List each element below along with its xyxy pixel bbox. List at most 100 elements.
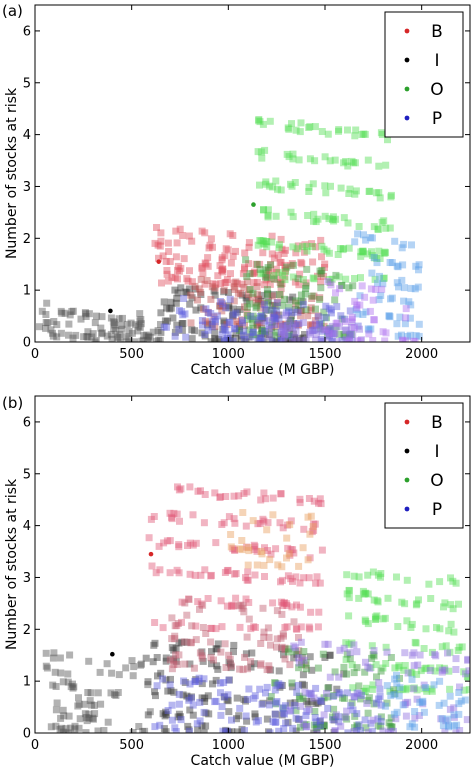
- scatter-point-b: [304, 556, 312, 564]
- scatter-point-b: [250, 546, 258, 553]
- scatter-point-i: [258, 325, 266, 332]
- scatter-point-i: [230, 641, 238, 649]
- scatter-point-p: [345, 337, 353, 342]
- scatter-point-p: [371, 316, 378, 324]
- scatter-point-i: [179, 320, 187, 327]
- scatter-point-b: [158, 279, 165, 287]
- scatter-point-b: [204, 595, 212, 602]
- scatter-point-p: [398, 244, 406, 252]
- scatter-point-o: [310, 217, 317, 225]
- scatter-point-o: [292, 706, 300, 714]
- scatter-point-b: [271, 302, 279, 309]
- scatter-point-i: [137, 316, 145, 323]
- scatter-point-b: [273, 607, 281, 615]
- scatter-point-p: [271, 314, 279, 322]
- scatter-point-o: [458, 643, 466, 651]
- scatter-point-p: [322, 326, 330, 334]
- scatter-point-b: [241, 322, 248, 330]
- scatter-point-p: [441, 666, 449, 674]
- scatter-point-p: [254, 316, 262, 324]
- scatter-point-i: [146, 708, 154, 716]
- scatter-point-p: [396, 313, 404, 321]
- scatter-point-o: [446, 648, 454, 656]
- scatter-point-b: [318, 546, 326, 554]
- scatter-point-b: [274, 275, 282, 283]
- scatter-point-b: [201, 317, 209, 325]
- scatter-point-b: [262, 495, 270, 503]
- scatter-point-i: [57, 329, 65, 337]
- scatter-point-o: [341, 713, 349, 721]
- scatter-point-o: [330, 217, 338, 225]
- scatter-point-b: [257, 496, 265, 504]
- scatter-point-b: [240, 283, 248, 291]
- scatter-point-i: [163, 304, 171, 312]
- scatter-point-p: [285, 307, 292, 315]
- scatter-point-o: [361, 130, 369, 138]
- scatter-point-i: [216, 302, 224, 310]
- scatter-point-i: [170, 655, 177, 663]
- scatter-point-i: [192, 676, 200, 684]
- scatter-point-i: [176, 713, 184, 721]
- scatter-point-p: [335, 718, 343, 726]
- scatter-point-i: [200, 729, 208, 733]
- scatter-point-i: [191, 285, 199, 293]
- scatter-point-b: [272, 545, 280, 553]
- scatter-point-o: [343, 571, 351, 579]
- y-axis-label: Number of stocks at risk: [4, 87, 20, 259]
- scatter-point-b: [217, 493, 224, 501]
- scatter-point-i: [117, 322, 125, 329]
- scatter-point-i: [72, 331, 80, 339]
- scatter-point-p: [410, 337, 418, 342]
- scatter-point-b: [278, 280, 286, 287]
- scatter-point-p: [178, 308, 186, 316]
- scatter-point-p: [330, 329, 338, 337]
- scatter-point-i: [194, 726, 202, 733]
- scatter-point-b: [260, 628, 268, 636]
- scatter-point-p: [287, 707, 295, 715]
- scatter-point-i: [304, 700, 312, 708]
- scatter-point-i: [225, 708, 233, 716]
- scatter-point-b: [252, 299, 260, 307]
- scatter-point-i: [260, 314, 268, 322]
- scatter-point-o: [304, 212, 312, 219]
- scatter-point-b: [198, 654, 206, 662]
- scatter-point-p: [168, 701, 176, 709]
- scatter-point-o: [364, 571, 372, 579]
- scatter-point-b: [245, 547, 253, 555]
- scatter-point-i: [57, 669, 65, 677]
- scatter-point-b: [186, 570, 194, 578]
- scatter-point-p: [404, 669, 412, 677]
- scatter-point-o: [249, 319, 257, 327]
- scatter-point-o: [413, 600, 421, 608]
- scatter-point-b: [277, 235, 285, 243]
- scatter-point-b: [227, 259, 235, 267]
- scatter-point-b: [277, 285, 285, 293]
- scatter-point-b: [299, 544, 307, 552]
- scatter-point-p: [410, 662, 418, 670]
- scatter-point-p: [318, 327, 326, 335]
- scatter-point-o: [275, 244, 283, 252]
- scatter-point-o: [378, 218, 386, 226]
- x-tick-label: 2000: [405, 347, 438, 362]
- scatter-point-b: [305, 495, 313, 502]
- scatter-point-i: [61, 309, 69, 317]
- scatter-point-p: [327, 281, 335, 289]
- scatter-point-o: [279, 271, 287, 279]
- scatter-point-i: [68, 308, 76, 315]
- scatter-point-p: [452, 655, 460, 663]
- scatter-point-b: [219, 266, 227, 274]
- scatter-point-b: [231, 519, 239, 527]
- scatter-point-b: [280, 632, 287, 640]
- scatter-point-b: [264, 547, 272, 554]
- scatter-point-o: [244, 312, 252, 319]
- scatter-point-p: [426, 667, 434, 674]
- scatter-point-p: [394, 332, 402, 340]
- scatter-point-p: [164, 707, 172, 714]
- scatter-point-b: [207, 571, 215, 579]
- scatter-point-b: [209, 280, 217, 288]
- scatter-point-i: [225, 728, 233, 733]
- scatter-point-p: [430, 681, 438, 689]
- scatter-point-o: [364, 156, 372, 164]
